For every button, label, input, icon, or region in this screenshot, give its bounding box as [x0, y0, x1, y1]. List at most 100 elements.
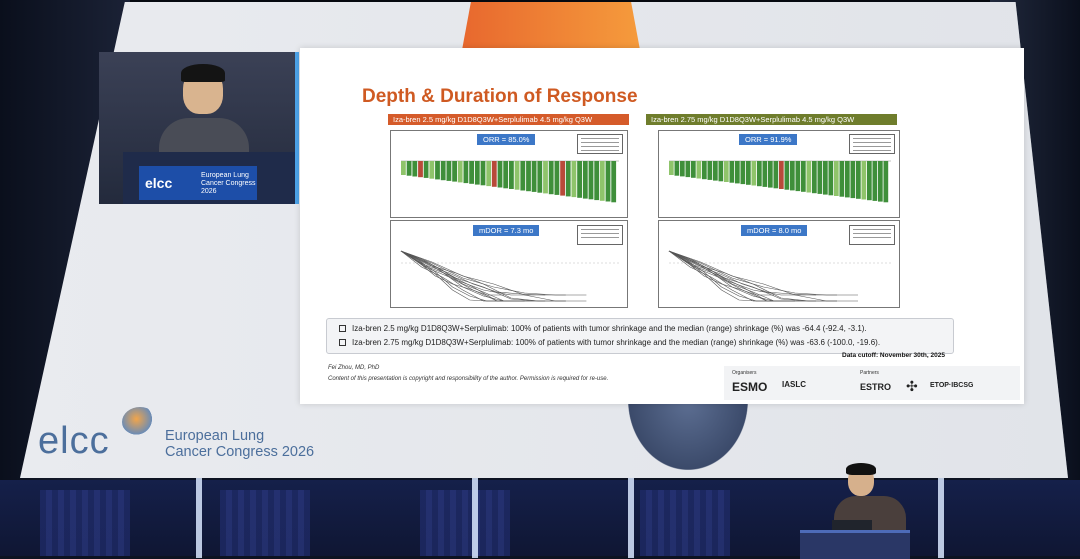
partners-label: Partners: [860, 370, 879, 376]
left-spider-plot: mDOR = 7.3 mo: [390, 220, 628, 308]
waterfall-bar: [696, 161, 702, 179]
summary-line-1: Iza-bren 2.5 mg/kg D1D8Q3W+Serplulimab: …: [339, 324, 867, 333]
right-spider-legend: [849, 225, 895, 245]
slide-author: Fei Zhou, MD, PhD: [328, 365, 380, 371]
waterfall-bar: [480, 161, 486, 186]
waterfall-bar: [554, 161, 560, 195]
esmo-logo: ESMO: [732, 380, 768, 394]
presenter-laptop: [832, 520, 872, 530]
elcc-logo-text: elcc: [38, 420, 110, 462]
waterfall-bar: [571, 161, 577, 198]
spider-line: [400, 250, 566, 296]
right-spider-plot: mDOR = 8.0 mo: [658, 220, 900, 308]
spider-line: [400, 250, 546, 296]
waterfall-bar: [762, 161, 768, 187]
waterfall-bar: [691, 161, 696, 178]
waterfall-bar: [594, 161, 600, 201]
spider-line: [668, 250, 837, 302]
waterfall-bar: [463, 161, 469, 184]
waterfall-bar: [773, 161, 779, 189]
waterfall-bar: [497, 161, 503, 188]
waterfall-bar: [452, 161, 457, 182]
summary-text-2: Iza-bren 2.75 mg/kg D1D8Q3W+Serplulimab:…: [352, 338, 881, 347]
waterfall-bar: [817, 161, 823, 194]
waterfall-bar: [740, 161, 746, 185]
waterfall-bar: [669, 161, 674, 175]
conference-name-line-2: Cancer Congress 2026: [165, 444, 315, 460]
waterfall-bar: [823, 161, 828, 195]
left-panel-header: Iza-bren 2.5 mg/kg D1D8Q3W+Serplulimab 4…: [388, 114, 629, 125]
waterfall-bar: [418, 161, 423, 178]
waterfall-bar: [674, 161, 680, 176]
stage: [0, 480, 1080, 556]
stage-light: [472, 478, 478, 558]
spider-line: [668, 250, 795, 302]
waterfall-bar: [582, 161, 588, 199]
screen-orange-decoration: [462, 2, 640, 50]
estro-logo: ESTRO: [860, 382, 892, 392]
summary-text-1: Iza-bren 2.5 mg/kg D1D8Q3W+Serplulimab: …: [352, 324, 867, 333]
waterfall-bar: [685, 161, 691, 178]
waterfall-bar: [412, 161, 418, 177]
right-waterfall-svg: [669, 160, 891, 203]
left-waterfall-plot: ORR = 85.0%: [390, 130, 628, 218]
waterfall-bar: [872, 161, 878, 201]
waterfall-bar: [779, 161, 784, 189]
left-spider-svg: [400, 250, 619, 302]
right-orr-badge: ORR = 91.9%: [739, 134, 798, 145]
spider-line: [400, 250, 587, 302]
waterfall-bar: [735, 161, 740, 184]
bullet-box-icon: [339, 325, 346, 333]
spider-line: [668, 250, 858, 296]
waterfall-bar: [543, 161, 548, 194]
etop-ibcsg-logo: ETOP·IBCSG: [930, 382, 974, 389]
organisers-label: Organisers: [732, 370, 757, 376]
waterfall-bar: [768, 161, 773, 188]
waterfall-bar: [867, 161, 872, 201]
waterfall-bar: [718, 161, 724, 182]
waterfall-bar: [713, 161, 718, 181]
left-orr-badge: ORR = 85.0%: [477, 134, 536, 145]
waterfall-bar: [457, 161, 463, 183]
waterfall-bar: [548, 161, 554, 195]
speaker-video-window: elcc European Lung Cancer Congress 2026: [99, 52, 299, 204]
waterfall-bar: [588, 161, 594, 200]
waterfall-bar: [834, 161, 839, 196]
right-waterfall-legend: [849, 134, 895, 154]
spider-line: [668, 250, 837, 296]
left-waterfall-legend: [577, 134, 623, 154]
left-mdor-badge: mDOR = 7.3 mo: [473, 225, 540, 236]
waterfall-bar: [599, 161, 605, 201]
waterfall-bar: [423, 161, 429, 178]
lectern: [800, 530, 910, 559]
summary-line-2: Iza-bren 2.75 mg/kg D1D8Q3W+Serplulimab:…: [339, 338, 880, 347]
right-waterfall-plot: ORR = 91.9%: [658, 130, 900, 218]
left-spider-legend: [577, 225, 623, 245]
spider-line: [668, 250, 817, 296]
waterfall-bar: [724, 161, 729, 182]
mercedes-star-icon: ✣: [906, 378, 918, 394]
elcc-swirl-icon: [122, 407, 158, 437]
waterfall-bar: [746, 161, 751, 185]
waterfall-bar: [861, 161, 867, 200]
spider-line: [668, 250, 858, 302]
waterfall-bar: [845, 161, 850, 198]
right-panel-header: Iza-bren 2.75 mg/kg D1D8Q3W+Serplulimab …: [646, 114, 897, 125]
slide-title: Depth & Duration of Response: [362, 86, 638, 107]
stage-curtain: [420, 490, 510, 556]
iaslc-logo: IASLC: [782, 380, 806, 389]
stage-curtain: [640, 490, 730, 556]
right-spider-svg: [668, 250, 891, 302]
stage-light: [628, 478, 634, 558]
waterfall-bar: [757, 161, 762, 187]
waterfall-bar: [878, 161, 883, 202]
waterfall-bar: [491, 161, 497, 187]
waterfall-bar: [537, 161, 543, 193]
presentation-slide: Depth & Duration of Response Iza-bren 2.…: [300, 48, 1024, 404]
sponsor-logo-bar: Organisers ESMO IASLC Partners ESTRO ✣ E…: [724, 366, 1020, 400]
waterfall-bar: [790, 161, 795, 191]
waterfall-bar: [801, 161, 806, 192]
spider-line: [400, 250, 566, 302]
spider-line: [400, 250, 525, 302]
right-mdor-badge: mDOR = 8.0 mo: [741, 225, 808, 236]
